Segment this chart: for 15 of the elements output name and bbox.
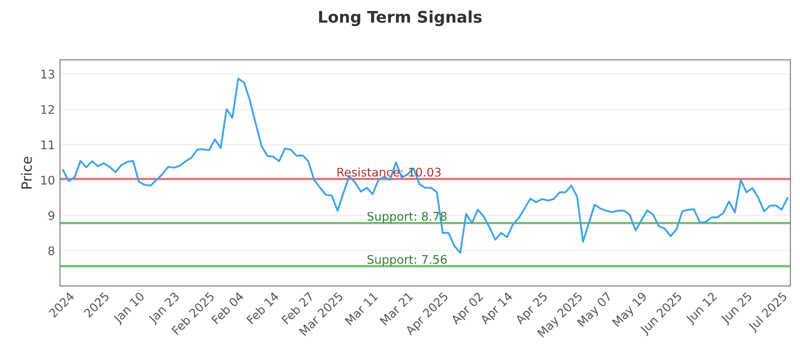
chart-title: Long Term Signals: [319, 10, 482, 26]
x-tick-label: Mar 11: [344, 292, 378, 326]
y-tick-label: 13: [41, 70, 54, 79]
x-tick-label: Feb 14: [246, 291, 280, 325]
y-tick-label: 11: [41, 140, 54, 150]
y-axis-title: Price: [21, 156, 32, 188]
x-tick-label: Jun 12: [684, 292, 719, 326]
y-tick-label: 12: [41, 105, 54, 114]
ref-line-label: Support: 7.56: [368, 254, 447, 266]
x-tick-label: Jan 10: [112, 292, 146, 326]
y-tick-label: 10: [41, 176, 54, 185]
line-series: [62, 78, 788, 254]
y-tick-label: 9: [48, 211, 54, 220]
y-tick-label: 8: [48, 246, 54, 256]
x-tick-label: Mar 21: [380, 292, 414, 326]
